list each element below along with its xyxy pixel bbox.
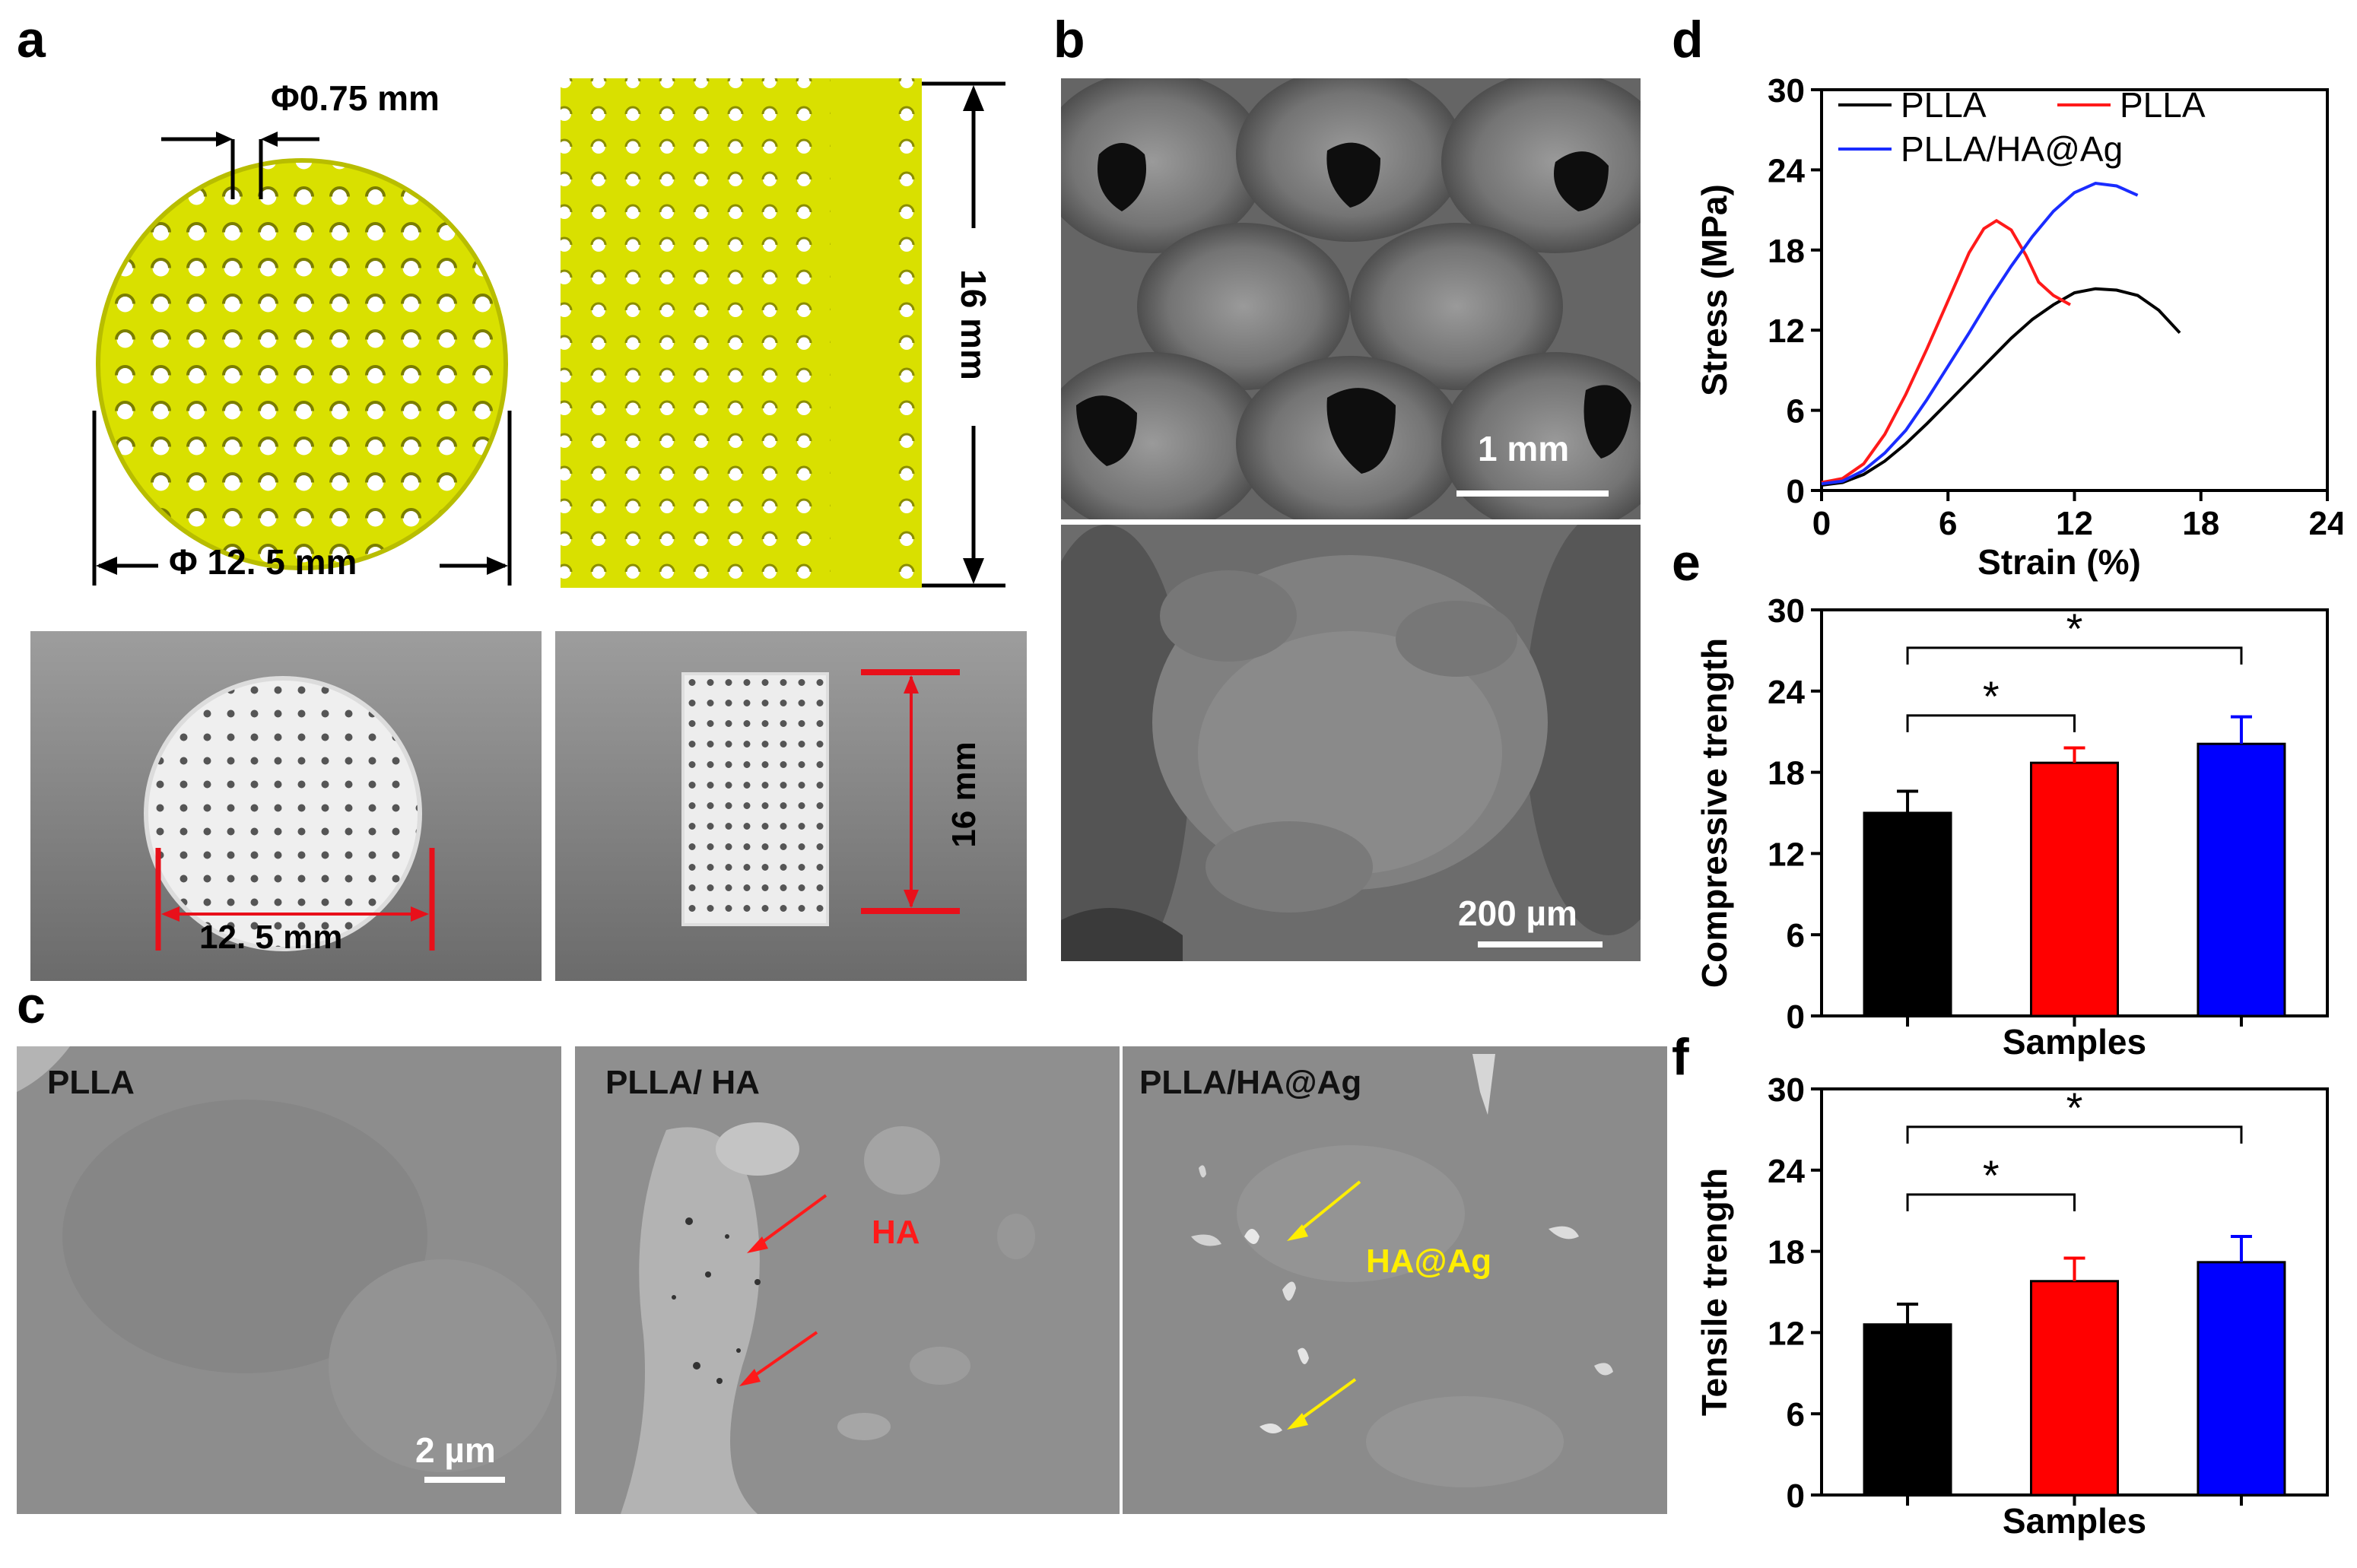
- arrow-label-ha: HA: [872, 1214, 920, 1251]
- tensile-strength-chart: 0 6 12 18 24 30 Samples Tensile trength * *: [1695, 1071, 2329, 1541]
- y-tick-label: 12: [1768, 836, 1805, 873]
- x-tick-label: 12: [2056, 505, 2093, 542]
- significance-star-1: *: [2066, 1084, 2083, 1132]
- bar-2: [2197, 1261, 2286, 1497]
- x-tick-label: 0: [1812, 505, 1831, 542]
- significance-bracket-0: [1906, 714, 2076, 732]
- significance-bracket-1: [1906, 646, 2243, 665]
- photo-diameter-label: 12. 5 mm: [199, 919, 343, 956]
- significance-bracket-0: [1906, 1193, 2076, 1211]
- y-tick-label: 0: [1787, 998, 1805, 1036]
- x-tick-label: 18: [2182, 505, 2219, 542]
- scale-label-200um: 200 µm: [1458, 894, 1577, 933]
- y-tick-label: 0: [1787, 473, 1805, 510]
- sem-surface-plla: PLLA 2 µm: [17, 1046, 561, 1514]
- bar-1: [2030, 1280, 2119, 1497]
- y-axis-label: Tensile trength: [1695, 1168, 1734, 1416]
- x-axis-label: Samples: [2003, 1022, 2146, 1062]
- y-tick-label: 30: [1768, 72, 1805, 110]
- bar-1: [2030, 761, 2119, 1017]
- photo-top-view: 12. 5 mm: [30, 631, 542, 981]
- sem-scaffold-high-mag: 200 µm: [1061, 525, 1641, 961]
- legend-label-0: PLLA: [1901, 85, 1987, 125]
- pore-diameter-label: Φ0.75 mm: [271, 78, 440, 118]
- panel-label-f: f: [1672, 1028, 1689, 1086]
- bar-0: [1863, 811, 1952, 1017]
- significance-star-0: *: [1983, 1151, 2000, 1199]
- scaffold-diameter-label: Φ 12. 5 mm: [169, 542, 357, 582]
- scale-label-1mm: 1 mm: [1478, 429, 1570, 468]
- significance-star-0: *: [1983, 672, 2000, 720]
- sem-scaffold-low-mag: 1 mm: [1061, 78, 1641, 519]
- y-tick-label: 12: [1768, 1315, 1805, 1352]
- significance-bracket-1: [1906, 1125, 2243, 1144]
- series-line-1: [1821, 218, 2071, 484]
- y-tick-label: 18: [1768, 755, 1805, 792]
- compressive-strength-chart: 0 6 12 18 24 30 Samples Compressive trength * *: [1695, 592, 2329, 1062]
- x-tick-label: 24: [2309, 505, 2343, 542]
- x-axis-label: Strain (%): [1977, 542, 2141, 582]
- panel-label-d: d: [1672, 11, 1704, 68]
- y-tick-label: 30: [1768, 1071, 1805, 1109]
- scaffold-model-renders: [92, 78, 1005, 588]
- x-axis-label: Samples: [2003, 1501, 2146, 1541]
- y-axis-label: Stress (MPa): [1695, 184, 1734, 396]
- label-plla: PLLA: [47, 1064, 135, 1101]
- panel-label-a: a: [17, 11, 46, 68]
- y-tick-label: 6: [1787, 1396, 1805, 1433]
- panel-label-b: b: [1053, 11, 1085, 68]
- sem-surface-plla-ha: PLLA/ HA HA: [575, 1046, 1120, 1514]
- scaffold-height-label: 16 mm: [954, 269, 993, 380]
- y-tick-label: 6: [1787, 393, 1805, 430]
- legend-label-2: PLLA/HA@Ag: [1901, 129, 2123, 169]
- sem-surface-plla-ha-ag: PLLA/HA@Ag HA@Ag: [1123, 1046, 1667, 1514]
- y-tick-label: 6: [1787, 917, 1805, 954]
- bar-2: [2197, 742, 2286, 1017]
- x-tick-label: 6: [1939, 505, 1957, 542]
- y-tick-label: 30: [1768, 592, 1805, 630]
- y-tick-label: 24: [1768, 1153, 1805, 1190]
- photo-height-label: 16 mm: [945, 741, 983, 848]
- photo-side-view: 16 mm: [555, 631, 1027, 981]
- y-tick-label: 18: [1768, 233, 1805, 270]
- y-tick-label: 24: [1768, 674, 1805, 711]
- y-tick-label: 0: [1787, 1478, 1805, 1515]
- scale-bar-200um: [1478, 941, 1603, 947]
- stress-strain-chart: 0 6 12 18 24 30 0 6 12 18 24 Strain (%) Stress (MPa)…: [1695, 72, 2343, 582]
- scale-bar-2um: [424, 1477, 505, 1483]
- y-axis-label: Compressive trength: [1695, 638, 1734, 988]
- y-tick-label: 12: [1768, 313, 1805, 350]
- series-line-0: [1821, 287, 2181, 487]
- scale-bar-1mm: [1456, 490, 1609, 497]
- bar-0: [1863, 1323, 1952, 1497]
- arrow-label-haag: HA@Ag: [1366, 1243, 1492, 1280]
- legend-label-1: PLLA: [2120, 85, 2206, 125]
- scaffold-top-view: [96, 158, 508, 570]
- significance-star-1: *: [2066, 605, 2083, 652]
- label-plla-ha-ag: PLLA/HA@Ag: [1139, 1064, 1362, 1101]
- series-line-2: [1821, 181, 2139, 486]
- panel-label-e: e: [1672, 534, 1701, 592]
- label-plla-ha: PLLA/ HA: [605, 1064, 760, 1101]
- y-tick-label: 24: [1768, 152, 1805, 189]
- scale-label-2um: 2 µm: [415, 1430, 496, 1470]
- panel-label-c: c: [17, 976, 46, 1034]
- y-tick-label: 18: [1768, 1234, 1805, 1271]
